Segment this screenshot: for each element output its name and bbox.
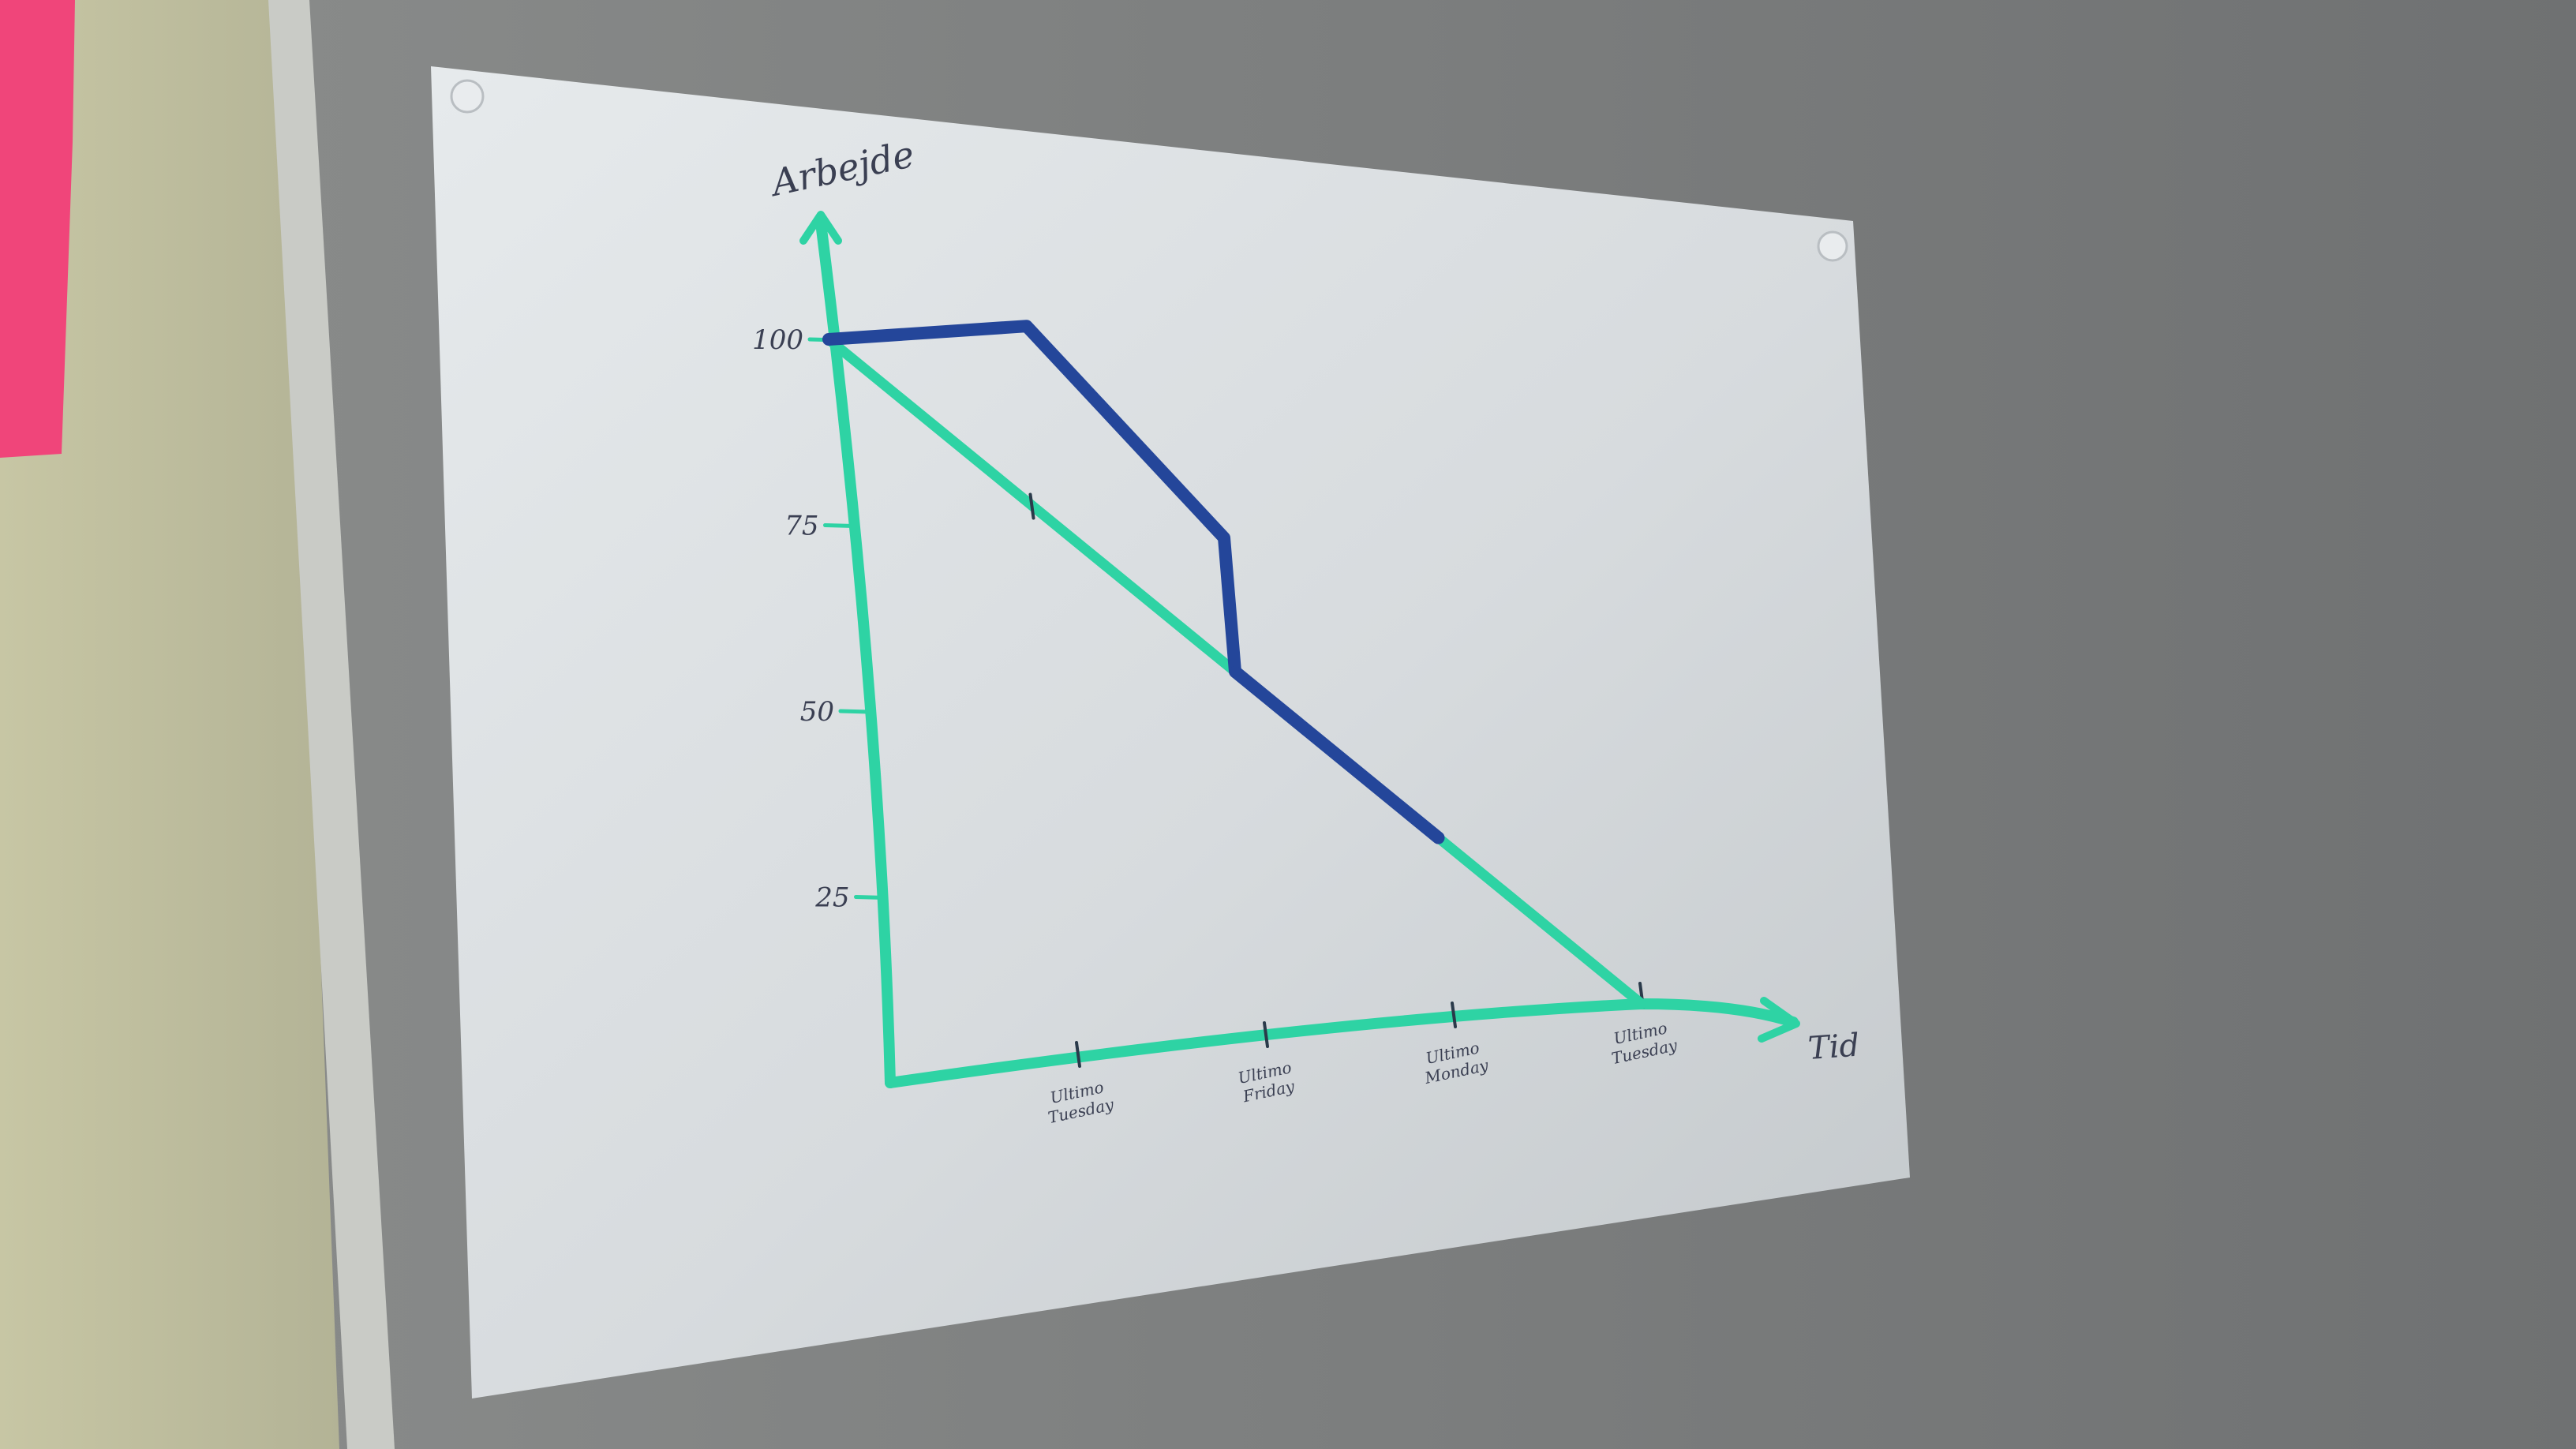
y-tick-mark [838, 709, 871, 714]
x-axis-arrow-icon [1758, 997, 1800, 1043]
push-pin-icon [450, 79, 485, 114]
x-tick-mark [1451, 1002, 1457, 1028]
data-point-ideal [1637, 999, 1646, 1009]
ideal-line-tick-mark [1028, 492, 1035, 520]
divider-frame-edge [268, 0, 395, 1449]
y-tick-label: 25 [814, 882, 849, 914]
y-axis-line [815, 217, 896, 1088]
x-tick-mark [1263, 1021, 1269, 1048]
sticky-note [0, 0, 75, 458]
data-point-actual [1020, 320, 1032, 332]
push-pin-icon [1817, 230, 1848, 262]
data-point-actual [1230, 666, 1241, 677]
y-tick-mark [854, 895, 886, 900]
paper-sheet [431, 66, 1910, 1398]
x-tick-label: UltimoTuesday [1606, 1017, 1679, 1069]
data-point-actual [1218, 532, 1230, 544]
y-axis-arrow-icon [799, 211, 842, 245]
y-tick-label: 100 [752, 324, 803, 356]
cubicle-divider [0, 0, 339, 1449]
y-tick-label: 50 [800, 696, 834, 728]
data-point-actual [823, 334, 834, 345]
x-axis-label: Tid [1807, 1028, 1860, 1067]
x-tick-mark [1075, 1041, 1081, 1068]
y-tick-label: 75 [784, 511, 818, 542]
x-axis-line [885, 998, 1799, 1088]
data-point-actual [1432, 832, 1444, 844]
